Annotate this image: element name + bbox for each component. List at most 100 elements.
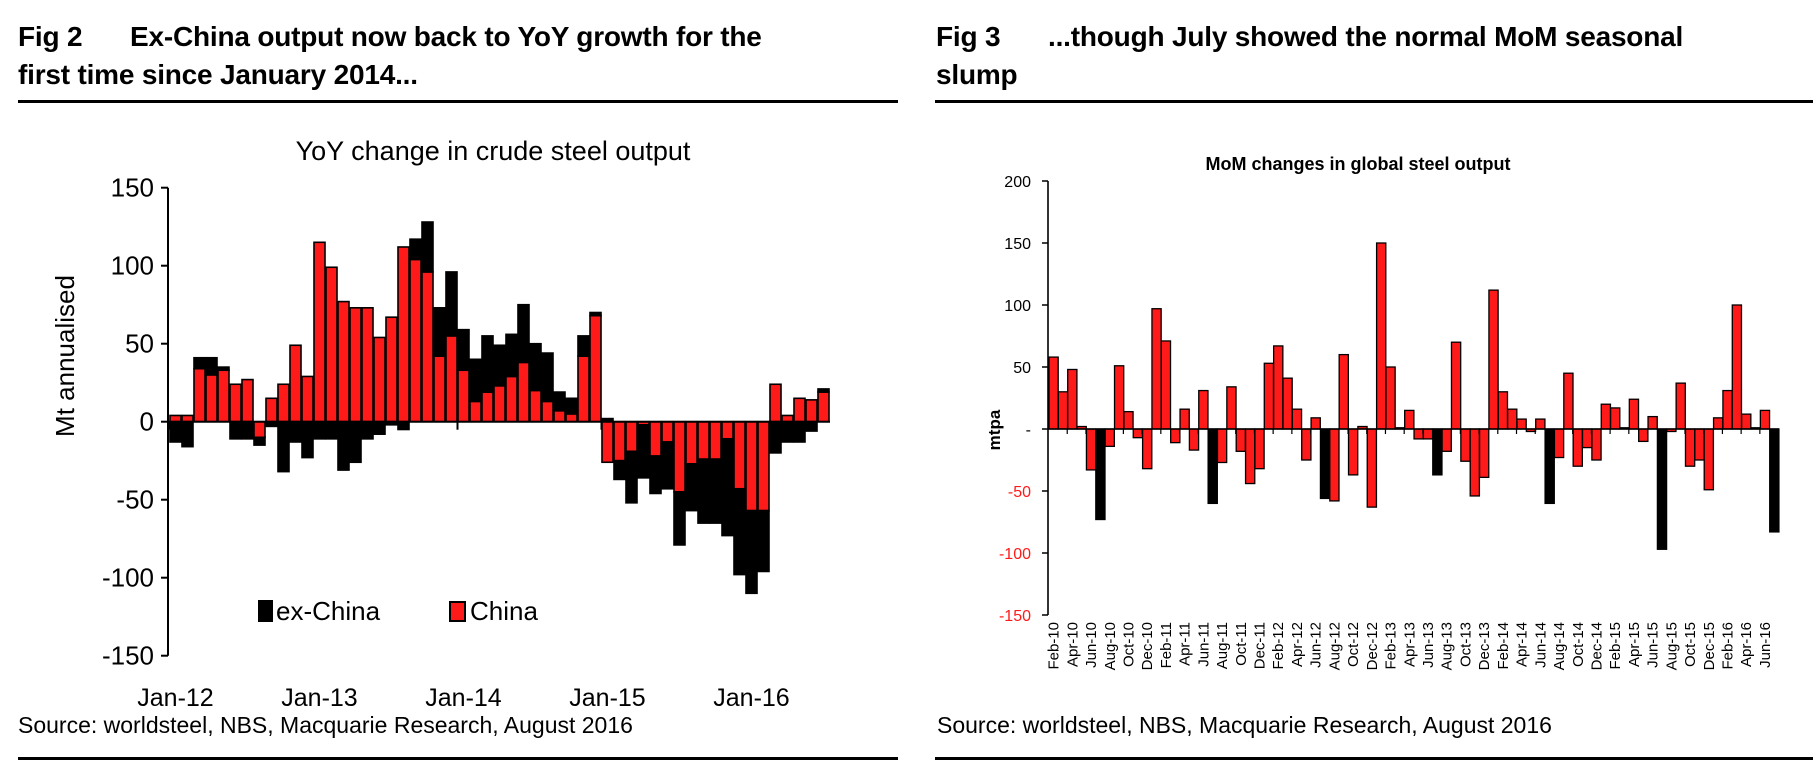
bar-china-Aug-13: [397, 246, 410, 423]
bar-china-Jun-13: [373, 336, 386, 423]
bar-Nov-15: [1694, 428, 1705, 461]
bar-china-Sep-14: [553, 409, 566, 423]
bar-ex-china-Jun-16: [805, 420, 818, 432]
fig3-x-tick-label: Jun-14: [1532, 622, 1549, 668]
bar-ex-china-Apr-16: [781, 420, 794, 443]
bar-china-Aug-14: [541, 400, 554, 423]
fig2-legend: ex-China China: [258, 596, 538, 626]
bar-ex-china-Mar-14: [481, 335, 494, 393]
fig3-top-rule: [935, 100, 1813, 103]
bar-china-Jun-15: [661, 420, 674, 443]
fig2-heading-line2: first time since January 2014...: [18, 59, 418, 90]
fig3-x-tick-label: Dec-12: [1364, 622, 1381, 670]
bar-china-Dec-13: [445, 335, 458, 423]
fig3-x-tick-label: Apr-15: [1626, 622, 1643, 667]
bar-May-13: [1413, 428, 1424, 440]
bar-Feb-16: [1722, 389, 1733, 430]
bar-Jun-12: [1310, 417, 1321, 430]
bar-Jan-13: [1375, 242, 1387, 430]
bar-china-May-16: [793, 397, 806, 423]
bar-china-May-13: [361, 307, 374, 423]
bar-china-Jul-16: [817, 391, 830, 423]
bar-china-Nov-13: [433, 355, 446, 423]
bar-Jun-14: [1535, 418, 1546, 430]
bar-china-Feb-13: [325, 266, 338, 423]
fig2-x-tick-label: Jan-15: [569, 684, 645, 712]
fig2-bottom-rule: [18, 757, 898, 760]
bar-Jun-13: [1422, 428, 1434, 440]
bar-ex-china-Nov-14: [577, 335, 590, 357]
bar-ex-china-Dec-15: [733, 487, 746, 576]
bar-Nov-10: [1132, 428, 1144, 439]
bar-Jun-11: [1198, 389, 1209, 430]
bar-china-Jan-14: [457, 369, 470, 423]
fig2-source: Source: worldsteel, NBS, Macquarie Resea…: [18, 712, 633, 738]
bar-Jul-14: [1544, 428, 1555, 505]
bar-china-May-15: [649, 420, 662, 457]
bar-ex-china-Apr-13: [349, 420, 362, 464]
bar-china-Jan-15: [601, 420, 614, 464]
bar-Apr-16: [1740, 413, 1752, 430]
bar-Jan-14: [1488, 289, 1499, 430]
fig3-x-tick-label: Dec-10: [1139, 622, 1156, 670]
bar-china-Nov-14: [577, 355, 590, 423]
bar-ex-china-Aug-14: [541, 352, 554, 403]
legend-china-swatch: [449, 601, 466, 622]
bar-china-Jul-14: [529, 389, 542, 423]
fig2-y-tick-label: 50: [125, 329, 154, 359]
fig3-x-tick-label: Apr-16: [1738, 622, 1755, 667]
fig3-heading: Fig 3 ...though July showed the normal Mo…: [936, 18, 1816, 94]
bar-Nov-13: [1469, 428, 1481, 497]
bar-Jul-11: [1207, 428, 1218, 505]
bar-ex-china-Oct-12: [277, 420, 290, 473]
bar-china-Nov-15: [721, 420, 734, 440]
bar-Apr-11: [1179, 408, 1190, 430]
bar-china-Oct-12: [277, 383, 290, 423]
bar-ex-china-Mar-16: [769, 420, 782, 454]
legend-ex-china-label: ex-China: [276, 596, 381, 626]
bar-china-Mar-12: [193, 367, 206, 423]
fig3-bottom-rule: [935, 757, 1813, 760]
fig2-chart: YoY change in crude steel output Mt annu…: [50, 136, 830, 712]
bar-china-Mar-15: [625, 420, 638, 453]
bar-china-Apr-14: [493, 385, 506, 423]
bar-May-15: [1638, 428, 1649, 443]
fig3-x-tick-label: Jun-12: [1308, 622, 1325, 668]
bar-Dec-15: [1703, 428, 1715, 491]
bar-Sep-13: [1450, 341, 1462, 430]
bar-ex-china-Dec-14: [589, 311, 602, 317]
bar-Jan-16: [1712, 417, 1724, 430]
fig3-x-tick-label: Aug-15: [1663, 622, 1680, 670]
fig3-x-tick-label: Dec-14: [1588, 622, 1605, 670]
fig3-x-tick-label: Jun-16: [1757, 622, 1774, 668]
bar-ex-china-Feb-16: [757, 509, 770, 573]
bar-ex-china-Feb-13: [325, 420, 338, 440]
bar-ex-china-Jun-13: [373, 420, 386, 435]
bar-ex-china-May-12: [217, 366, 230, 372]
fig3-y-tick-label: -: [1026, 422, 1031, 439]
bar-ex-china-Jan-16: [745, 509, 758, 595]
bar-ex-china-Aug-13: [397, 420, 410, 431]
bar-Jul-16: [1769, 428, 1780, 533]
bar-ex-china-Dec-13: [445, 271, 458, 337]
bar-ex-china-Sep-14: [553, 391, 566, 412]
bar-china-Aug-15: [685, 420, 698, 465]
bar-Dec-14: [1591, 428, 1602, 461]
fig3-y-tick-label: 50: [1013, 360, 1031, 377]
bar-ex-china-Apr-15: [637, 424, 650, 479]
bar-ex-china-Feb-15: [613, 459, 626, 481]
fig2-y-tick-label: -50: [116, 485, 154, 515]
fig3-x-tick-label: Apr-11: [1177, 622, 1194, 666]
fig3-x-tick-label: Oct-12: [1345, 622, 1362, 667]
fig3-x-tick-label: Feb-12: [1270, 622, 1287, 670]
bar-china-Apr-12: [205, 374, 218, 423]
fig3-y-tick-label: -50: [1008, 484, 1031, 501]
fig2-heading: Fig 2 Ex-China output now back to YoY gro…: [18, 18, 898, 94]
bar-china-Jan-13: [313, 241, 326, 423]
bar-china-Apr-13: [349, 307, 362, 423]
bar-china-Jul-12: [241, 378, 254, 423]
bar-Aug-12: [1329, 428, 1340, 502]
fig3-y-tick-label: -150: [999, 608, 1031, 625]
bar-ex-china-Sep-13: [409, 238, 422, 261]
